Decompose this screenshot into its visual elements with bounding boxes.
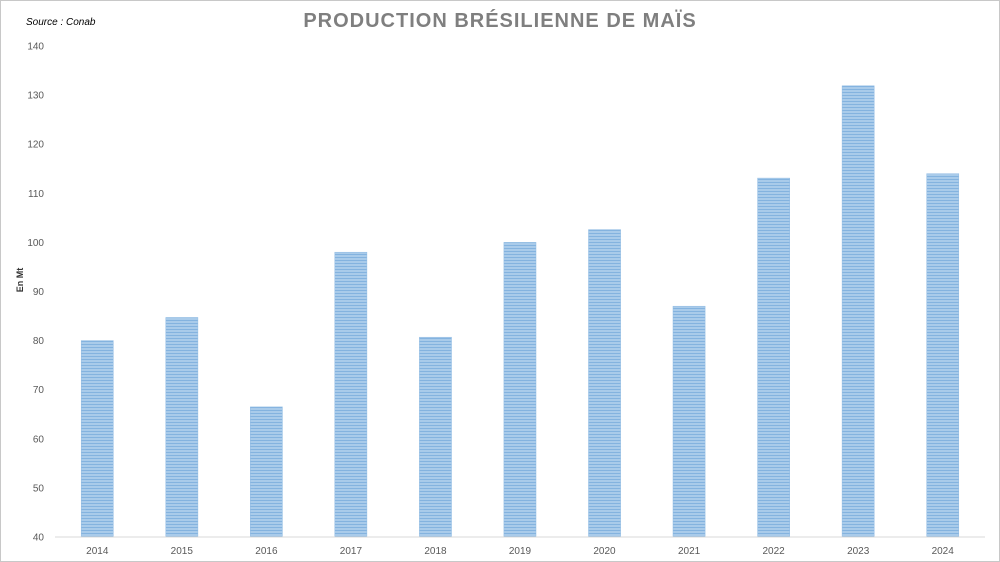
x-tick-label: 2014 — [86, 546, 109, 557]
chart-title: PRODUCTION BRÉSILIENNE DE MAÏS — [303, 10, 697, 32]
x-tick-label: 2016 — [255, 546, 278, 557]
bar-2020 — [588, 229, 621, 538]
y-tick-label: 90 — [33, 287, 45, 298]
x-tick-label: 2024 — [932, 546, 955, 557]
bar-2016 — [250, 406, 283, 538]
y-tick-label: 40 — [33, 533, 45, 544]
y-tick-label: 50 — [33, 483, 45, 494]
y-tick-label: 110 — [28, 189, 44, 200]
bar-2024 — [926, 173, 960, 538]
x-tick-label: 2019 — [509, 546, 532, 557]
x-tick-labels: 2014 2015 2016 2017 2018 2019 2020 2021 2022 2023… — [86, 546, 954, 557]
bar-2023 — [841, 85, 875, 538]
x-tick-label: 2018 — [424, 546, 447, 557]
x-tick-label: 2017 — [340, 546, 363, 557]
y-tick-label: 80 — [33, 336, 45, 347]
bar-2022 — [757, 177, 790, 538]
y-tick-label: 120 — [27, 140, 44, 151]
source-note: Source : Conab — [26, 17, 96, 28]
bars-group — [80, 85, 960, 538]
y-tick-label: 100 — [27, 238, 44, 249]
x-tick-label: 2015 — [171, 546, 194, 557]
y-tick-label: 140 — [27, 42, 44, 53]
y-tick-label: 70 — [33, 385, 45, 396]
bar-2019 — [503, 242, 537, 538]
bar-2014 — [80, 340, 114, 538]
x-tick-label: 2020 — [593, 546, 616, 557]
bar-2015 — [165, 317, 199, 538]
x-tick-label: 2023 — [847, 546, 870, 557]
x-tick-label: 2021 — [678, 546, 701, 557]
y-tick-label: 60 — [33, 434, 45, 445]
x-tick-label: 2022 — [762, 546, 785, 557]
bar-2021 — [672, 305, 706, 538]
bar-2017 — [334, 251, 368, 538]
y-tick-labels: 40 50 60 70 80 90 100 110 120 130 140 — [27, 42, 44, 544]
bar-2018 — [419, 336, 452, 538]
y-tick-label: 130 — [27, 91, 44, 102]
